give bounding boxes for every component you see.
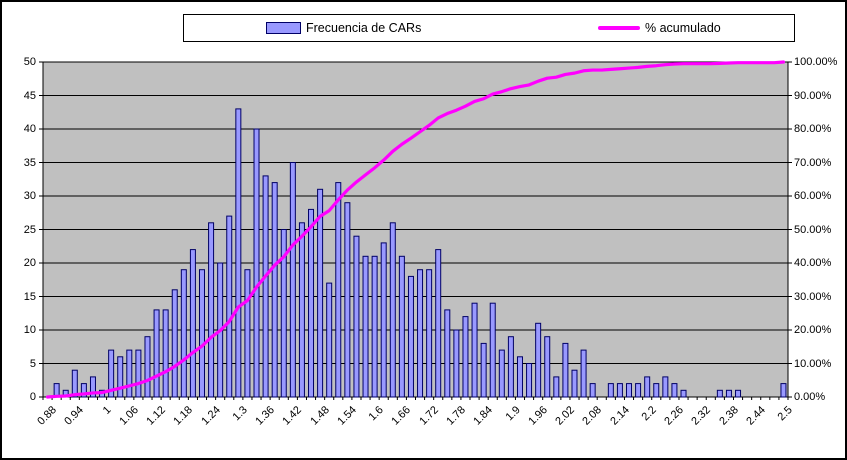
bar[interactable]: [389, 222, 396, 398]
bar[interactable]: [607, 383, 614, 398]
bar[interactable]: [326, 282, 333, 398]
bar[interactable]: [244, 269, 251, 398]
bar[interactable]: [308, 208, 315, 398]
legend-item-cumulative[interactable]: % acumulado: [598, 15, 721, 41]
bar[interactable]: [644, 376, 651, 398]
bar[interactable]: [162, 309, 169, 398]
bar[interactable]: [553, 376, 560, 398]
bar[interactable]: [735, 389, 742, 398]
bar[interactable]: [507, 336, 514, 398]
bar[interactable]: [335, 182, 342, 398]
bar[interactable]: [571, 369, 578, 398]
legend-item-frequency[interactable]: Frecuencia de CARs: [266, 15, 421, 41]
bar[interactable]: [780, 383, 787, 398]
bar[interactable]: [398, 255, 405, 398]
bar[interactable]: [662, 376, 669, 398]
line-swatch-icon: [598, 26, 640, 30]
bar[interactable]: [189, 249, 196, 398]
bar[interactable]: [462, 316, 469, 398]
bar[interactable]: [426, 269, 433, 398]
bar[interactable]: [135, 349, 142, 398]
bar-swatch-icon: [266, 22, 301, 34]
legend-label-frequency: Frecuencia de CARs: [306, 21, 422, 35]
bar[interactable]: [453, 329, 460, 398]
bar[interactable]: [235, 108, 242, 398]
bar[interactable]: [108, 349, 115, 398]
bar[interactable]: [153, 309, 160, 398]
bar[interactable]: [616, 383, 623, 398]
bar[interactable]: [580, 349, 587, 398]
bar[interactable]: [171, 289, 178, 398]
bar[interactable]: [344, 202, 351, 398]
bar[interactable]: [562, 342, 569, 398]
bar[interactable]: [626, 383, 633, 398]
bar[interactable]: [589, 383, 596, 398]
bar[interactable]: [80, 383, 87, 398]
bar[interactable]: [671, 383, 678, 398]
bar[interactable]: [262, 175, 269, 398]
bar[interactable]: [544, 336, 551, 398]
bar[interactable]: [317, 188, 324, 398]
bar[interactable]: [289, 162, 296, 398]
bar[interactable]: [298, 222, 305, 398]
bar[interactable]: [380, 242, 387, 398]
cumulative-line[interactable]: [45, 60, 786, 399]
bar[interactable]: [435, 249, 442, 398]
bar[interactable]: [371, 255, 378, 398]
bar[interactable]: [653, 383, 660, 398]
bar[interactable]: [180, 269, 187, 398]
bar[interactable]: [526, 363, 533, 398]
bar[interactable]: [126, 349, 133, 398]
bar[interactable]: [353, 235, 360, 398]
bar[interactable]: [635, 383, 642, 398]
bar[interactable]: [71, 369, 78, 398]
bar[interactable]: [226, 215, 233, 398]
legend-label-cumulative: % acumulado: [645, 21, 721, 35]
bar[interactable]: [471, 302, 478, 398]
bar[interactable]: [208, 222, 215, 398]
bar[interactable]: [498, 349, 505, 398]
bar[interactable]: [362, 255, 369, 398]
bar[interactable]: [271, 182, 278, 398]
bar[interactable]: [253, 128, 260, 398]
bar[interactable]: [680, 389, 687, 398]
bar[interactable]: [725, 389, 732, 398]
bar[interactable]: [89, 376, 96, 398]
bar[interactable]: [535, 322, 542, 398]
bar[interactable]: [407, 275, 414, 398]
bar[interactable]: [516, 356, 523, 398]
bar[interactable]: [480, 342, 487, 398]
bar[interactable]: [489, 302, 496, 398]
bar[interactable]: [198, 269, 205, 398]
bar[interactable]: [144, 336, 151, 398]
bar[interactable]: [280, 229, 287, 398]
legend[interactable]: Frecuencia de CARs % acumulado: [183, 14, 795, 42]
bar[interactable]: [444, 309, 451, 398]
bar[interactable]: [417, 269, 424, 398]
bar[interactable]: [117, 356, 124, 398]
bar[interactable]: [716, 389, 723, 398]
